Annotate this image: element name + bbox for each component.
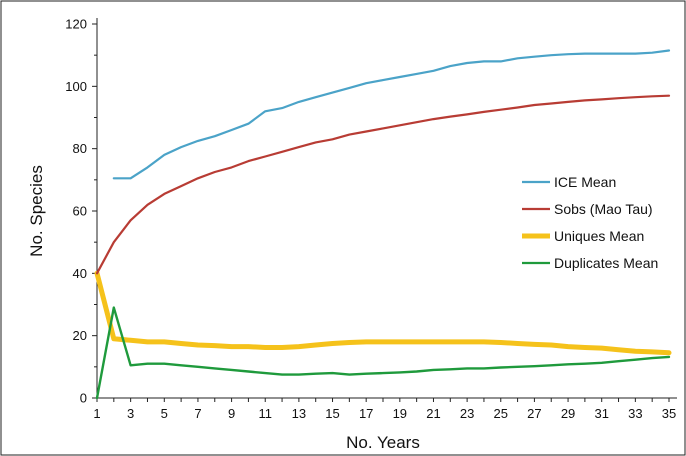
y-axis-title: No. Species [27,165,46,257]
x-tick-label: 17 [359,406,373,421]
y-tick-label: 40 [73,266,87,281]
y-tick-label: 0 [80,391,87,406]
series-line-duplicates-mean [95,306,671,400]
y-tick-label: 100 [65,79,87,94]
legend-label: ICE Mean [554,174,616,190]
x-tick-label: 29 [561,406,575,421]
x-tick-label: 15 [325,406,339,421]
y-tick-label: 120 [65,17,87,32]
x-tick-label: 9 [228,406,235,421]
axes [96,18,677,399]
x-tick-label: 35 [662,406,676,421]
legend-label: Uniques Mean [554,228,644,244]
x-tick-label: 3 [127,406,134,421]
x-tick-label: 19 [393,406,407,421]
series-line-sobs-mao-tau [95,94,671,275]
x-tick-label: 11 [258,406,272,421]
x-tick-label: 31 [594,406,608,421]
x-tick-label: 23 [460,406,474,421]
series-lines [94,49,672,400]
x-ticks: 1 3 5 7 9 11 13 15 17 19 21 23 25 27 29 31 33 35 [93,398,676,421]
x-axis-title: No. Years [346,433,420,452]
y-tick-label: 80 [73,141,87,156]
x-tick-label: 1 [93,406,100,421]
x-tick-label: 13 [292,406,306,421]
x-tick-label: 21 [426,406,440,421]
x-tick-label: 33 [628,406,642,421]
legend-label: Duplicates Mean [554,255,658,271]
x-tick-label: 27 [527,406,541,421]
series-line-ice-mean [112,49,671,180]
x-tick-label: 5 [161,406,168,421]
x-tick-label: 7 [194,406,201,421]
y-ticks: 0 20 40 60 80 100 120 [65,17,97,406]
series-line-uniques-mean [94,270,672,356]
x-tick-label: 25 [494,406,508,421]
legend: ICE Mean Sobs (Mao Tau) Uniques Mean Duplic… [522,174,658,271]
y-tick-label: 60 [73,204,87,219]
legend-label: Sobs (Mao Tau) [554,201,653,217]
y-tick-label: 20 [73,328,87,343]
